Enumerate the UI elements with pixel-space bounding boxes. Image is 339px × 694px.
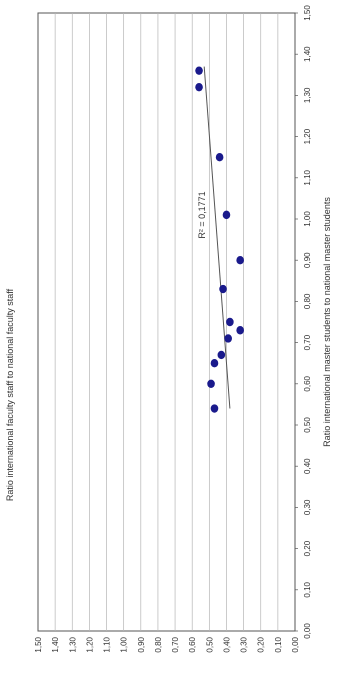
y-tick-label: 0,40 bbox=[222, 636, 231, 652]
data-point bbox=[217, 350, 226, 360]
data-point bbox=[195, 66, 203, 75]
y-tick-label: 1,20 bbox=[85, 636, 94, 652]
data-point bbox=[215, 153, 224, 162]
data-point bbox=[207, 379, 215, 388]
y-tick-label: 0,10 bbox=[274, 636, 283, 652]
y-tick-label: 1,40 bbox=[51, 636, 60, 652]
x-tick-label: 0,70 bbox=[303, 334, 312, 350]
data-points bbox=[195, 66, 244, 413]
data-point bbox=[222, 210, 231, 220]
x-tick-label: 0,00 bbox=[303, 623, 312, 639]
plot-frame bbox=[37, 12, 296, 632]
x-tick-label: 0,20 bbox=[303, 540, 312, 556]
y-tick-label: 0,70 bbox=[171, 636, 180, 652]
y-tick-label: 0,20 bbox=[257, 636, 266, 652]
data-point bbox=[210, 359, 219, 368]
y-tick-label: 0,60 bbox=[188, 636, 197, 652]
x-tick-label: 0,80 bbox=[303, 293, 312, 309]
x-tick-label: 0,60 bbox=[303, 375, 312, 391]
x-tick-label: 0,50 bbox=[303, 417, 312, 433]
x-tick-label: 1,40 bbox=[303, 46, 312, 62]
data-point bbox=[219, 284, 227, 294]
x-axis-label: Ratio international master students to n… bbox=[322, 197, 332, 447]
data-point bbox=[236, 256, 244, 265]
grid-lines bbox=[54, 12, 298, 632]
x-tick-label: 1,00 bbox=[303, 211, 312, 227]
y-tick-label: 0,30 bbox=[240, 636, 249, 652]
y-tick-label: 1,30 bbox=[68, 636, 77, 652]
y-tick-labels: 0,00 0,10 0,20 0,30 0,40 0,50 0,60 0,70 0,80 0,90… bbox=[34, 636, 300, 652]
y-tick-label: 0,50 bbox=[205, 636, 214, 652]
r-squared-annotation: R² = 0,1771 bbox=[197, 191, 207, 238]
x-tick-label: 1,50 bbox=[303, 5, 312, 21]
data-point bbox=[224, 334, 232, 343]
x-tick-label: 0,30 bbox=[303, 499, 312, 515]
y-axis-label: Ratio international faculty staff to nat… bbox=[5, 288, 15, 501]
data-point bbox=[226, 317, 234, 327]
x-tick-label: 1,20 bbox=[303, 128, 312, 144]
x-tick-label: 0,90 bbox=[303, 252, 312, 268]
y-tick-label: 1,00 bbox=[120, 636, 129, 652]
x-tick-label: 1,10 bbox=[303, 169, 312, 185]
x-tick-label: 0,40 bbox=[303, 458, 312, 474]
y-tick-label: 1,50 bbox=[34, 636, 43, 652]
y-tick-label: 0,90 bbox=[137, 636, 146, 652]
trendline bbox=[203, 66, 231, 409]
y-tick-label: 0,80 bbox=[154, 636, 163, 652]
data-point bbox=[210, 404, 219, 413]
x-tick-labels: 0,00 0,10 0,20 0,30 0,40 0,50 0,60 0,70 0,80 0,90… bbox=[303, 5, 312, 639]
x-tick-label: 1,30 bbox=[303, 87, 312, 103]
y-tick-label: 1,10 bbox=[103, 636, 112, 652]
x-tick-label: 0,10 bbox=[303, 581, 312, 597]
data-point bbox=[236, 326, 244, 335]
data-point bbox=[195, 82, 203, 92]
y-tick-label: 0,00 bbox=[291, 636, 300, 652]
